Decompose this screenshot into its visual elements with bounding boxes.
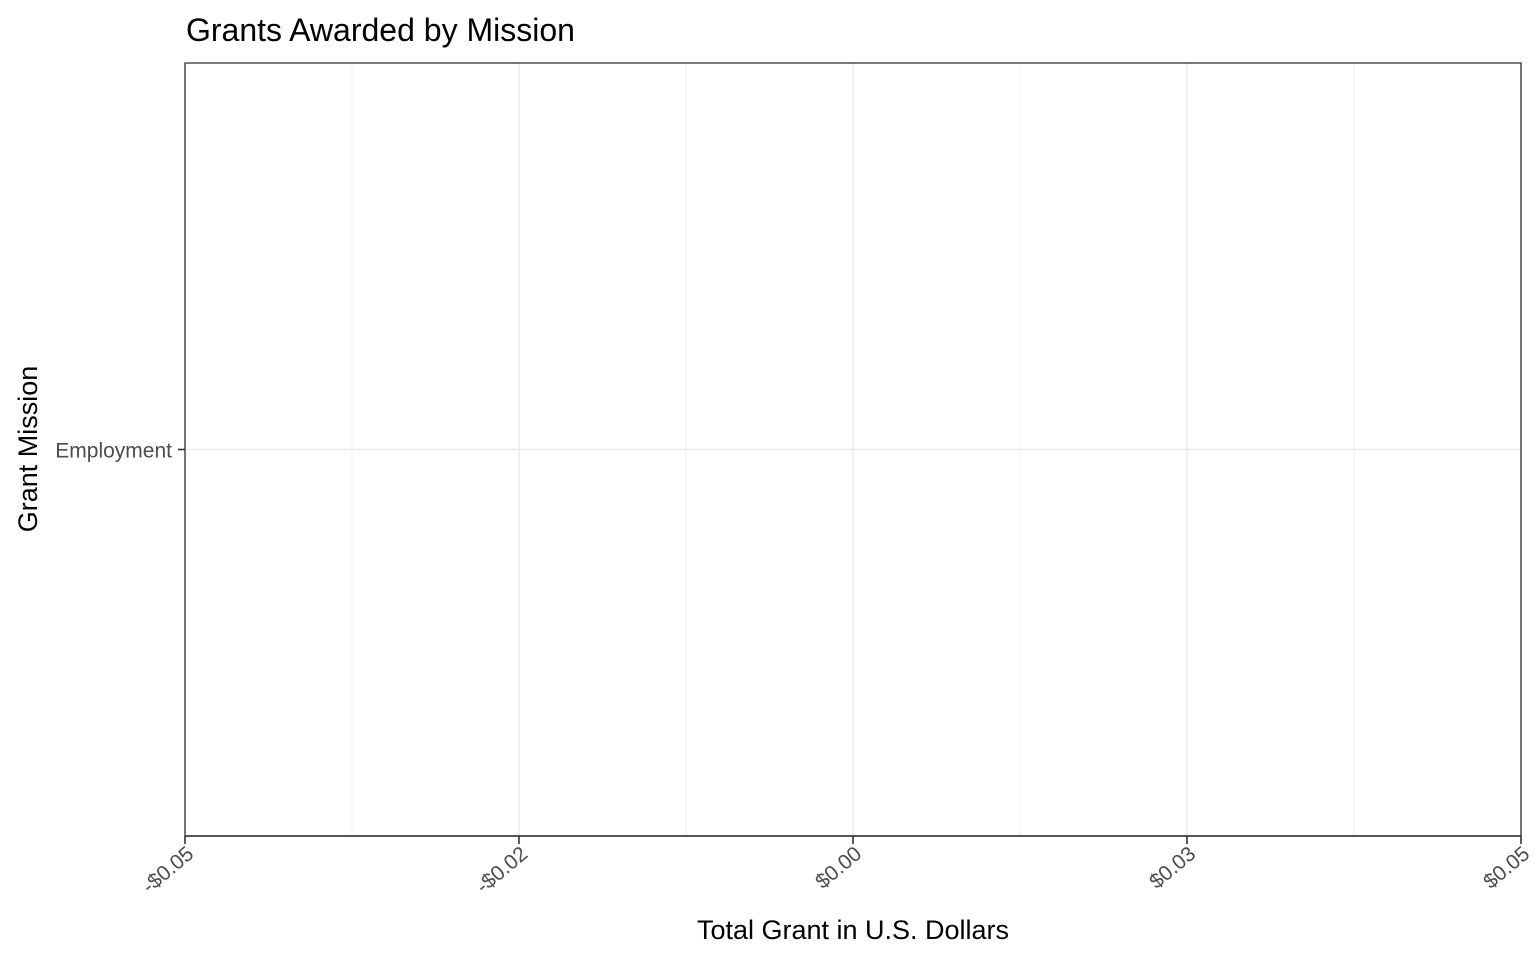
x-tick-label-0: -$0.05 [138, 842, 198, 898]
y-axis-title: Grant Mission [13, 366, 43, 533]
chart-title: Grants Awarded by Mission [186, 12, 575, 48]
y-axis-ticks: Employment [55, 440, 185, 463]
x-tick-label-4: $0.05 [1479, 842, 1534, 893]
x-tick-label-2: $0.00 [811, 842, 866, 893]
x-tick-label-3: $0.03 [1145, 842, 1200, 893]
x-tick-label-1: -$0.02 [472, 842, 532, 898]
y-tick-label-0: Employment [55, 440, 172, 463]
x-axis-ticks: -$0.05 -$0.02 $0.00 $0.03 $0.05 [138, 836, 1534, 898]
grid-layer [184, 63, 1522, 836]
x-axis-title: Total Grant in U.S. Dollars [697, 915, 1009, 945]
